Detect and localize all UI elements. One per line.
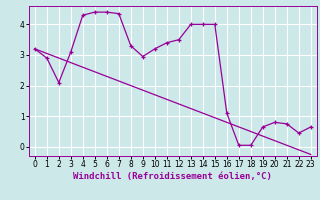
X-axis label: Windchill (Refroidissement éolien,°C): Windchill (Refroidissement éolien,°C) [73,172,272,181]
